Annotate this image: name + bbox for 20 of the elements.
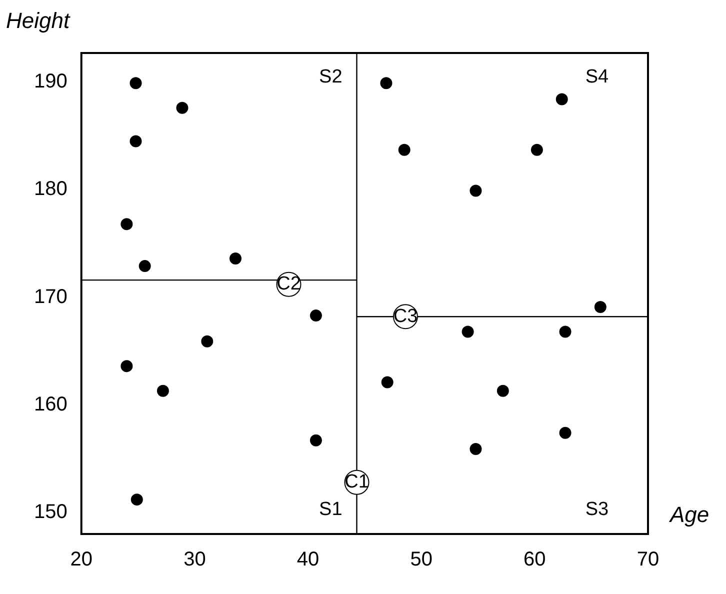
x-tick-label: 50 bbox=[410, 548, 432, 571]
y-tick-label: 150 bbox=[34, 500, 68, 523]
y-axis-title: Height bbox=[6, 8, 70, 34]
annotation: S3 bbox=[585, 499, 609, 520]
y-tick-label: 180 bbox=[34, 178, 68, 200]
annotation: C2 bbox=[276, 274, 301, 295]
y-tick-label: 160 bbox=[34, 393, 68, 416]
x-tick-label: 40 bbox=[296, 548, 320, 571]
annotation: S2 bbox=[319, 66, 342, 88]
x-axis-title: Age bbox=[668, 502, 710, 528]
annotation: C1 bbox=[344, 472, 369, 493]
x-tick-label: 20 bbox=[70, 548, 92, 571]
annotation: S1 bbox=[319, 499, 342, 520]
annotation: S4 bbox=[585, 66, 610, 88]
x-tick-label: 30 bbox=[184, 548, 206, 571]
y-tick-label: 170 bbox=[34, 286, 68, 308]
y-tick-label: 190 bbox=[34, 70, 68, 93]
x-tick-label: 70 bbox=[636, 548, 660, 571]
x-tick-label: 60 bbox=[524, 548, 546, 571]
annotation: C3 bbox=[393, 306, 418, 327]
